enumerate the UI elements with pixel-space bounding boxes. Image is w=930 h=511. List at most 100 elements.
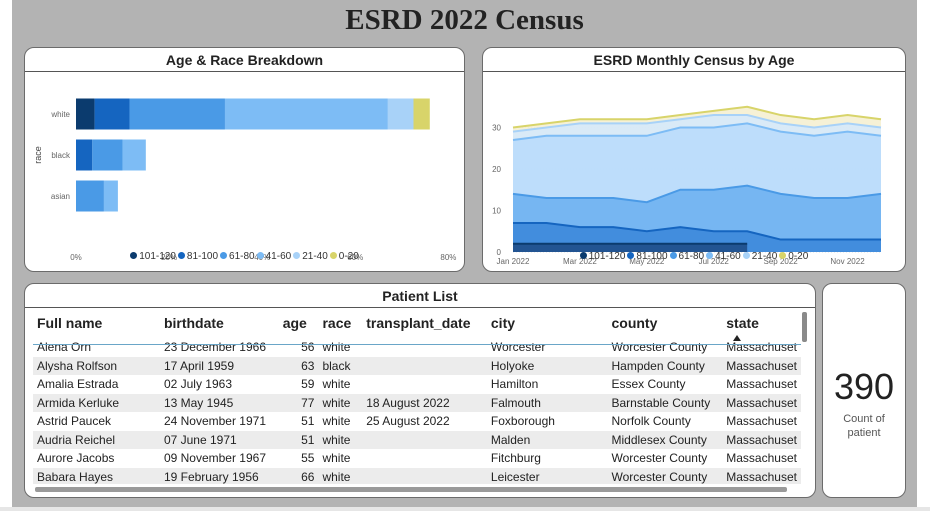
bar-legend-item[interactable]: 21-40 — [293, 251, 328, 262]
sort-ascending-icon[interactable] — [733, 335, 741, 341]
table-cell: 24 November 1971 — [163, 414, 267, 429]
legend-label: 61-80 — [229, 251, 255, 262]
area-legend-item[interactable]: 61-80 — [669, 251, 704, 262]
column-header-age[interactable]: age — [282, 315, 307, 331]
area-legend-item[interactable]: 81-100 — [627, 251, 668, 262]
vertical-scrollbar[interactable] — [802, 312, 807, 342]
table-cell: 02 July 1963 — [163, 377, 232, 392]
header-underline — [33, 344, 801, 345]
table-cell: Alena Orn — [37, 340, 92, 355]
x-tick-label: Nov 2022 — [830, 257, 865, 266]
table-cell: Worcester — [490, 340, 546, 355]
x-tick-label: May 2022 — [629, 257, 665, 266]
bar-legend-item[interactable]: 41-60 — [256, 251, 291, 262]
bar-chart-title: Age & Race Breakdown — [165, 52, 324, 68]
table-cell: Massachuset — [726, 340, 797, 355]
x-tick-label: 60% — [347, 253, 363, 262]
table-viewport[interactable]: Full name birthdate age race transplant_date… — [33, 308, 801, 484]
table-row[interactable]: Armida Kerluke 13 May 1945 77 white 18 Augus… — [33, 393, 801, 412]
table-cell: 23 December 1966 — [163, 340, 267, 355]
table-row[interactable]: Alena Orn 23 December 1966 56 white Worceste… — [33, 338, 801, 357]
y-tick-label: 10 — [492, 207, 501, 216]
bar-segment[interactable] — [94, 98, 130, 130]
table-row[interactable]: Alysha Rolfson 17 April 1959 63 black Holyok… — [33, 356, 801, 375]
area-series[interactable] — [513, 243, 748, 252]
bar-legend-item[interactable]: 81-100 — [177, 251, 219, 262]
table-header-row: Full name birthdate age race transplant_date… — [33, 308, 801, 338]
table-cell: Hamilton — [490, 377, 539, 392]
bar-chart-legend[interactable]: 101-120 81-100 61-80 41-60 21-40 0-20 — [25, 251, 464, 262]
table-cell: Massachuset — [722, 356, 801, 375]
area-legend-item[interactable]: 21-40 — [742, 251, 777, 262]
x-tick-label: Jan 2022 — [497, 257, 530, 266]
table-cell: Audria Reichel — [33, 430, 160, 449]
table-cell: 07 June 1971 — [159, 430, 279, 449]
table-cell: Barnstable County — [607, 393, 723, 412]
x-tick-label: 0% — [70, 253, 82, 262]
table-cell: black — [318, 356, 363, 375]
bar-segment[interactable] — [387, 98, 414, 130]
bar-segment[interactable] — [413, 98, 430, 130]
area-legend-item[interactable]: 41-60 — [706, 251, 741, 262]
legend-label: 101-120 — [588, 251, 626, 262]
table-cell: Malden — [486, 430, 608, 449]
patient-list-card[interactable]: Patient List Full name birthdate age race tr… — [24, 283, 816, 498]
bar-segment[interactable] — [122, 139, 146, 171]
legend-dot-icon — [706, 252, 714, 259]
area-legend-item[interactable]: 101-120 — [579, 251, 626, 262]
area-chart-legend[interactable]: 101-120 81-100 61-80 41-60 21-40 0-20 — [483, 251, 905, 262]
bar-legend-item[interactable]: 101-120 — [130, 251, 176, 262]
horizontal-scrollbar[interactable] — [35, 487, 787, 492]
table-cell: Worcester County — [611, 340, 708, 355]
column-header-full-name[interactable]: Full name — [37, 315, 103, 331]
monthly-census-area-chart-card[interactable]: ESRD Monthly Census by Age 0 10 20 30 Jan 20… — [482, 47, 906, 272]
y-axis-title: race — [33, 146, 43, 164]
table-cell: Massachuset — [722, 393, 801, 412]
table-cell — [362, 338, 487, 357]
x-tick-label: Jul 2022 — [699, 257, 730, 266]
table-cell: Aurore Jacobs — [37, 451, 115, 466]
legend-dot-icon — [742, 252, 750, 259]
age-race-bar-chart-card[interactable]: Age & Race Breakdown race white black asian… — [24, 47, 465, 272]
category-label: black — [51, 151, 71, 160]
area-chart-plot: 0 10 20 30 Jan 2022 Mar 2022 May 2022 Jul 2022 S… — [492, 105, 882, 266]
bar-segment[interactable] — [76, 139, 93, 171]
table-cell — [362, 375, 487, 394]
legend-label: 81-100 — [186, 251, 219, 262]
table-cell: Worcester County — [607, 467, 723, 484]
table-row[interactable]: Amalia Estrada 02 July 1963 59 white Hamilto… — [33, 375, 801, 394]
bar-segment[interactable] — [103, 180, 118, 212]
table-cell: Babara Hayes — [33, 467, 160, 484]
bar-legend-item[interactable]: 61-80 — [220, 251, 255, 262]
table-cell: white — [322, 340, 351, 355]
bar-legend-item[interactable]: 0-20 — [329, 251, 359, 262]
table-cell: white — [318, 467, 363, 484]
column-header-birthdate[interactable]: birthdate — [163, 315, 224, 331]
table-cell: 56 — [301, 340, 315, 355]
bar-segment[interactable] — [76, 98, 95, 130]
table-cell: 18 August 2022 — [362, 393, 487, 412]
table-cell — [362, 356, 487, 375]
table-row[interactable]: Astrid Paucek 24 November 1971 51 white 25 A… — [33, 412, 801, 431]
table-cell: white — [322, 377, 351, 392]
patient-count-card[interactable]: 390 Count of patient — [822, 283, 906, 498]
table-cell: 59 — [301, 377, 315, 392]
column-header-race[interactable]: race — [322, 315, 352, 331]
patient-count-value: 390 — [833, 366, 895, 407]
table-row[interactable]: Babara Hayes 19 February 1956 66 white Leice… — [33, 467, 801, 484]
x-tick-label: 80% — [440, 253, 456, 262]
column-header-county[interactable]: county — [611, 315, 658, 331]
bar-segment[interactable] — [92, 139, 123, 171]
bar-segment[interactable] — [224, 98, 388, 130]
column-header-transplant-date[interactable]: transplant_date — [366, 315, 471, 331]
bar-segment[interactable] — [129, 98, 225, 130]
table-row[interactable]: Audria Reichel 07 June 1971 51 white Malden M… — [33, 430, 801, 449]
area-legend-item[interactable]: 0-20 — [779, 251, 808, 262]
table-cell: 66 — [278, 467, 319, 484]
table-row[interactable]: Aurore Jacobs 09 November 1967 55 white Fitc… — [33, 449, 801, 468]
column-header-city[interactable]: city — [490, 315, 516, 331]
table-cell: Leicester — [486, 467, 608, 484]
bar-segment[interactable] — [76, 180, 104, 212]
title-divider — [25, 71, 464, 72]
column-header-state[interactable]: state — [726, 315, 759, 331]
